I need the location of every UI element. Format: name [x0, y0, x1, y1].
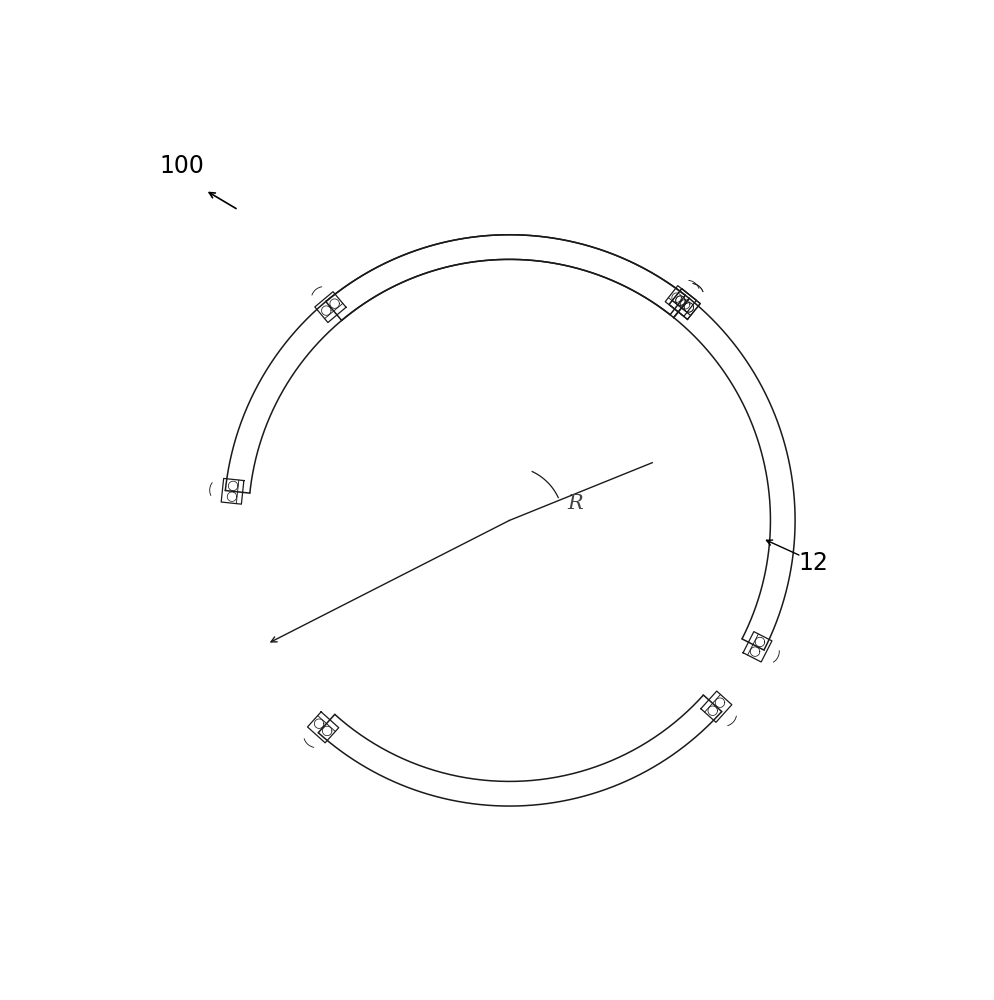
- Text: R: R: [568, 494, 582, 513]
- Text: 100: 100: [159, 154, 204, 178]
- Text: 12: 12: [798, 551, 828, 575]
